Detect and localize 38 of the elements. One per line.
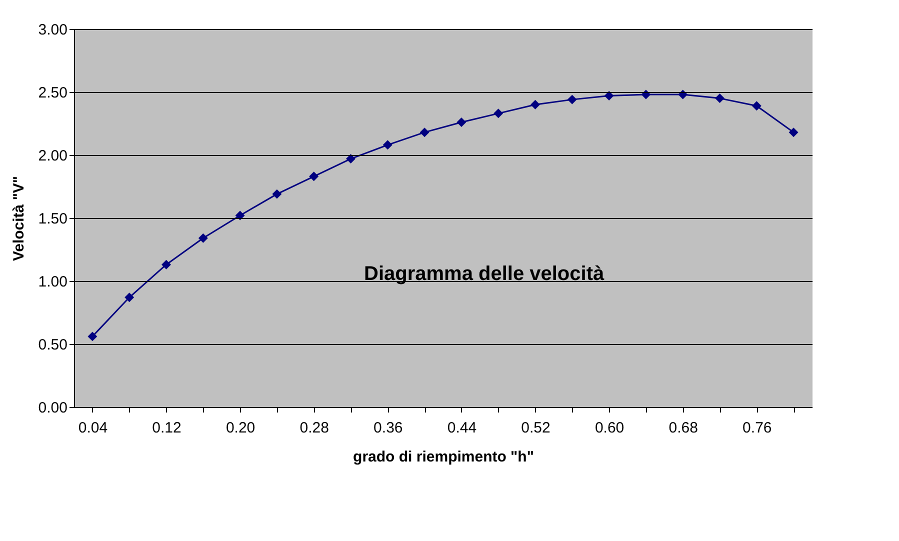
y-tick-label: 2.00 [38,148,68,164]
point [124,292,134,302]
y-tick-label: 0.00 [38,400,68,416]
x-tick-label: 0.12 [152,420,182,436]
point [420,128,430,138]
x-tick-label: 0.68 [668,420,698,436]
point [788,128,798,138]
y-tick-label: 0.50 [38,336,68,354]
point [346,154,356,164]
point [235,210,245,220]
point [88,332,98,342]
point [752,101,762,111]
point [272,189,282,199]
point [604,91,614,101]
point [382,140,392,150]
point [494,108,504,118]
x-tick-label: 0.04 [78,420,108,436]
point [198,233,208,243]
x-tick-label: 0.60 [594,420,624,436]
x-tick-label: 0.28 [300,420,329,436]
x-tick-label: 0.76 [742,420,772,436]
point [456,117,466,127]
x-tick-label: 0.36 [374,420,403,436]
y-tick-label: 3.00 [38,22,68,38]
point [715,94,724,104]
y-tick-label: 1.50 [38,210,68,228]
x-tick-label: 0.20 [226,420,256,436]
point [162,260,171,270]
y-axis-title: Velocità "V" [10,176,28,262]
y-tick-label: 1.00 [38,274,68,290]
y-tick-label: 2.50 [38,84,68,102]
x-tick-label: 0.52 [521,420,550,436]
x-tick-label: 0.44 [447,420,477,436]
annotation: Diagramma delle velocità [364,263,605,285]
point [567,94,577,104]
x-axis-title: grado di riempimento "h" [353,448,534,466]
point [309,172,319,182]
point [530,100,540,110]
